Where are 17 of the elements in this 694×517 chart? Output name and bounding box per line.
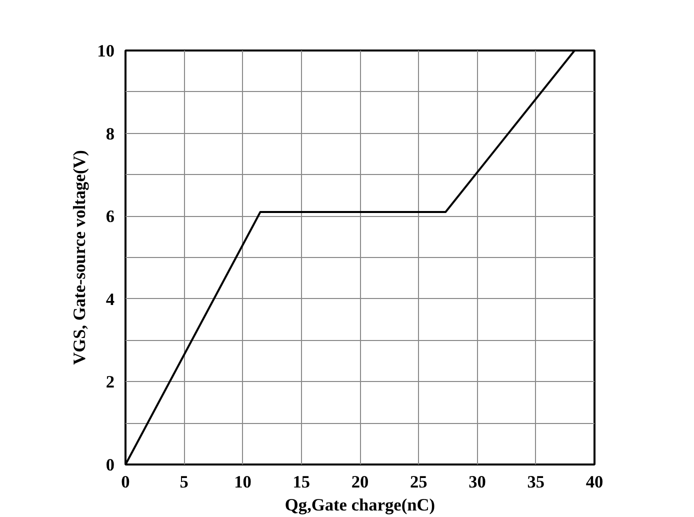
x-axis-title: Qg,Gate charge(nC)	[284, 496, 436, 514]
y-tick-label: 8	[106, 124, 115, 144]
y-tick-label: 10	[97, 42, 114, 60]
x-tick-label: 35	[527, 472, 545, 492]
x-tick-label: 25	[410, 472, 428, 492]
x-tick-label: 15	[292, 472, 310, 492]
y-tick-label: 4	[106, 290, 115, 309]
x-tick-label: 40	[586, 472, 604, 492]
y-tick-label: 6	[106, 207, 115, 226]
y-axis-title: VGS, Gate-source voltage(V)	[70, 150, 90, 365]
y-tick-label: 2	[106, 372, 115, 392]
x-tick-label: 0	[121, 472, 130, 492]
x-tick-label: 20	[351, 472, 369, 492]
x-tick-label: 5	[180, 472, 189, 492]
x-tick-label: 30	[468, 472, 486, 492]
y-tick-label: 0	[106, 456, 115, 474]
x-tick-label: 10	[234, 472, 252, 492]
